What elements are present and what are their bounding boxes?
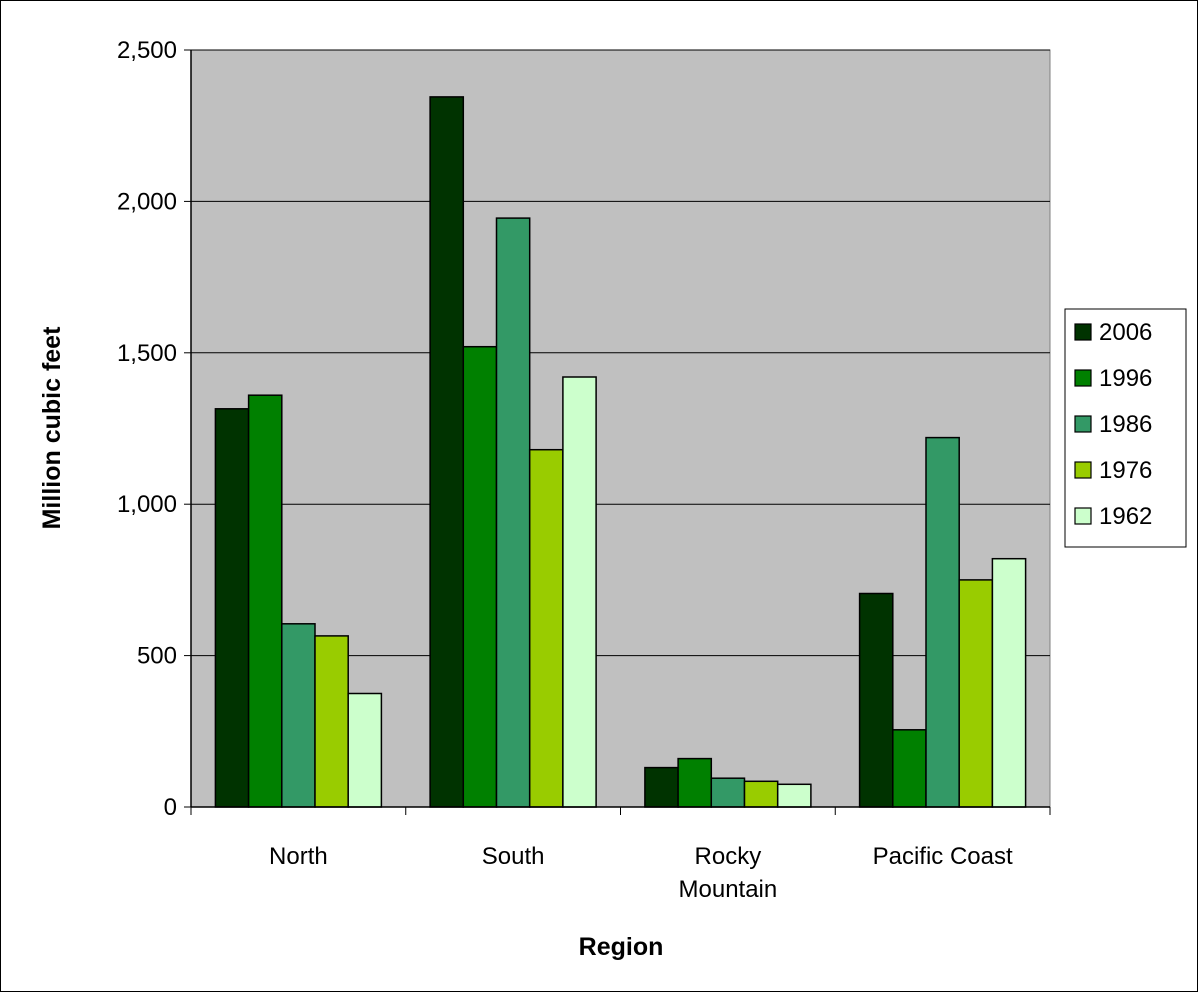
legend-swatch-1962 <box>1074 507 1092 525</box>
bar-2006-1 <box>429 96 465 808</box>
bar-2006-3 <box>858 592 894 808</box>
legend-swatch-1996 <box>1074 369 1092 387</box>
x-tick-label: Mountain <box>679 876 778 903</box>
bar-1976-0 <box>314 635 349 808</box>
legend-swatch-2006 <box>1074 323 1092 341</box>
legend-swatch-1976 <box>1074 461 1092 479</box>
bar-1996-3 <box>892 729 927 808</box>
bar-1962-0 <box>347 692 383 808</box>
bar-1976-2 <box>743 780 779 808</box>
bar-1962-1 <box>562 376 597 808</box>
legend-label-1996: 1996 <box>1099 365 1152 392</box>
bar-1986-3 <box>925 436 960 808</box>
y-tick-labels: 0 500 1,000 1,500 2,000 2,500 <box>117 37 177 821</box>
legend-label-1962: 1962 <box>1099 503 1152 530</box>
bar-1976-3 <box>958 579 994 808</box>
bars <box>214 96 1027 808</box>
legend-label-1986: 1986 <box>1099 411 1152 438</box>
bar-2006-0 <box>214 408 250 808</box>
bar-1986-0 <box>281 623 316 808</box>
x-tick-label: North <box>269 843 328 870</box>
bar-1996-0 <box>247 394 283 808</box>
y-tick-label: 500 <box>137 643 177 670</box>
bar-1986-1 <box>495 217 531 808</box>
legend-label-1976: 1976 <box>1099 457 1152 484</box>
y-tick-label: 0 <box>164 794 177 821</box>
x-tick-label: Pacific Coast <box>873 843 1013 870</box>
x-axis-title: Region <box>579 933 664 961</box>
x-tick-label: Rocky <box>695 843 762 870</box>
axes <box>184 49 1051 815</box>
bar-1962-3 <box>991 557 1027 808</box>
bar-1986-2 <box>710 777 746 808</box>
bar-1996-1 <box>462 345 498 808</box>
y-tick-label: 1,500 <box>117 340 177 367</box>
y-tick-label: 2,000 <box>117 188 177 215</box>
bar-1976-1 <box>528 448 564 808</box>
legend: 2006 1996 1986 1976 1962 <box>1064 308 1187 548</box>
bar-1962-2 <box>776 783 812 808</box>
y-axis-title: Million cubic feet <box>38 326 66 529</box>
bar-1996-2 <box>677 757 713 808</box>
x-tick-label: South <box>482 843 545 870</box>
legend-label-2006: 2006 <box>1099 319 1152 346</box>
bar-2006-2 <box>644 766 679 808</box>
y-tick-label: 1,000 <box>117 491 177 518</box>
y-tick-label: 2,500 <box>117 37 177 64</box>
legend-swatch-1986 <box>1074 415 1092 433</box>
x-tick-labels: North South Rocky Mountain Pacific Coast <box>269 843 1013 903</box>
